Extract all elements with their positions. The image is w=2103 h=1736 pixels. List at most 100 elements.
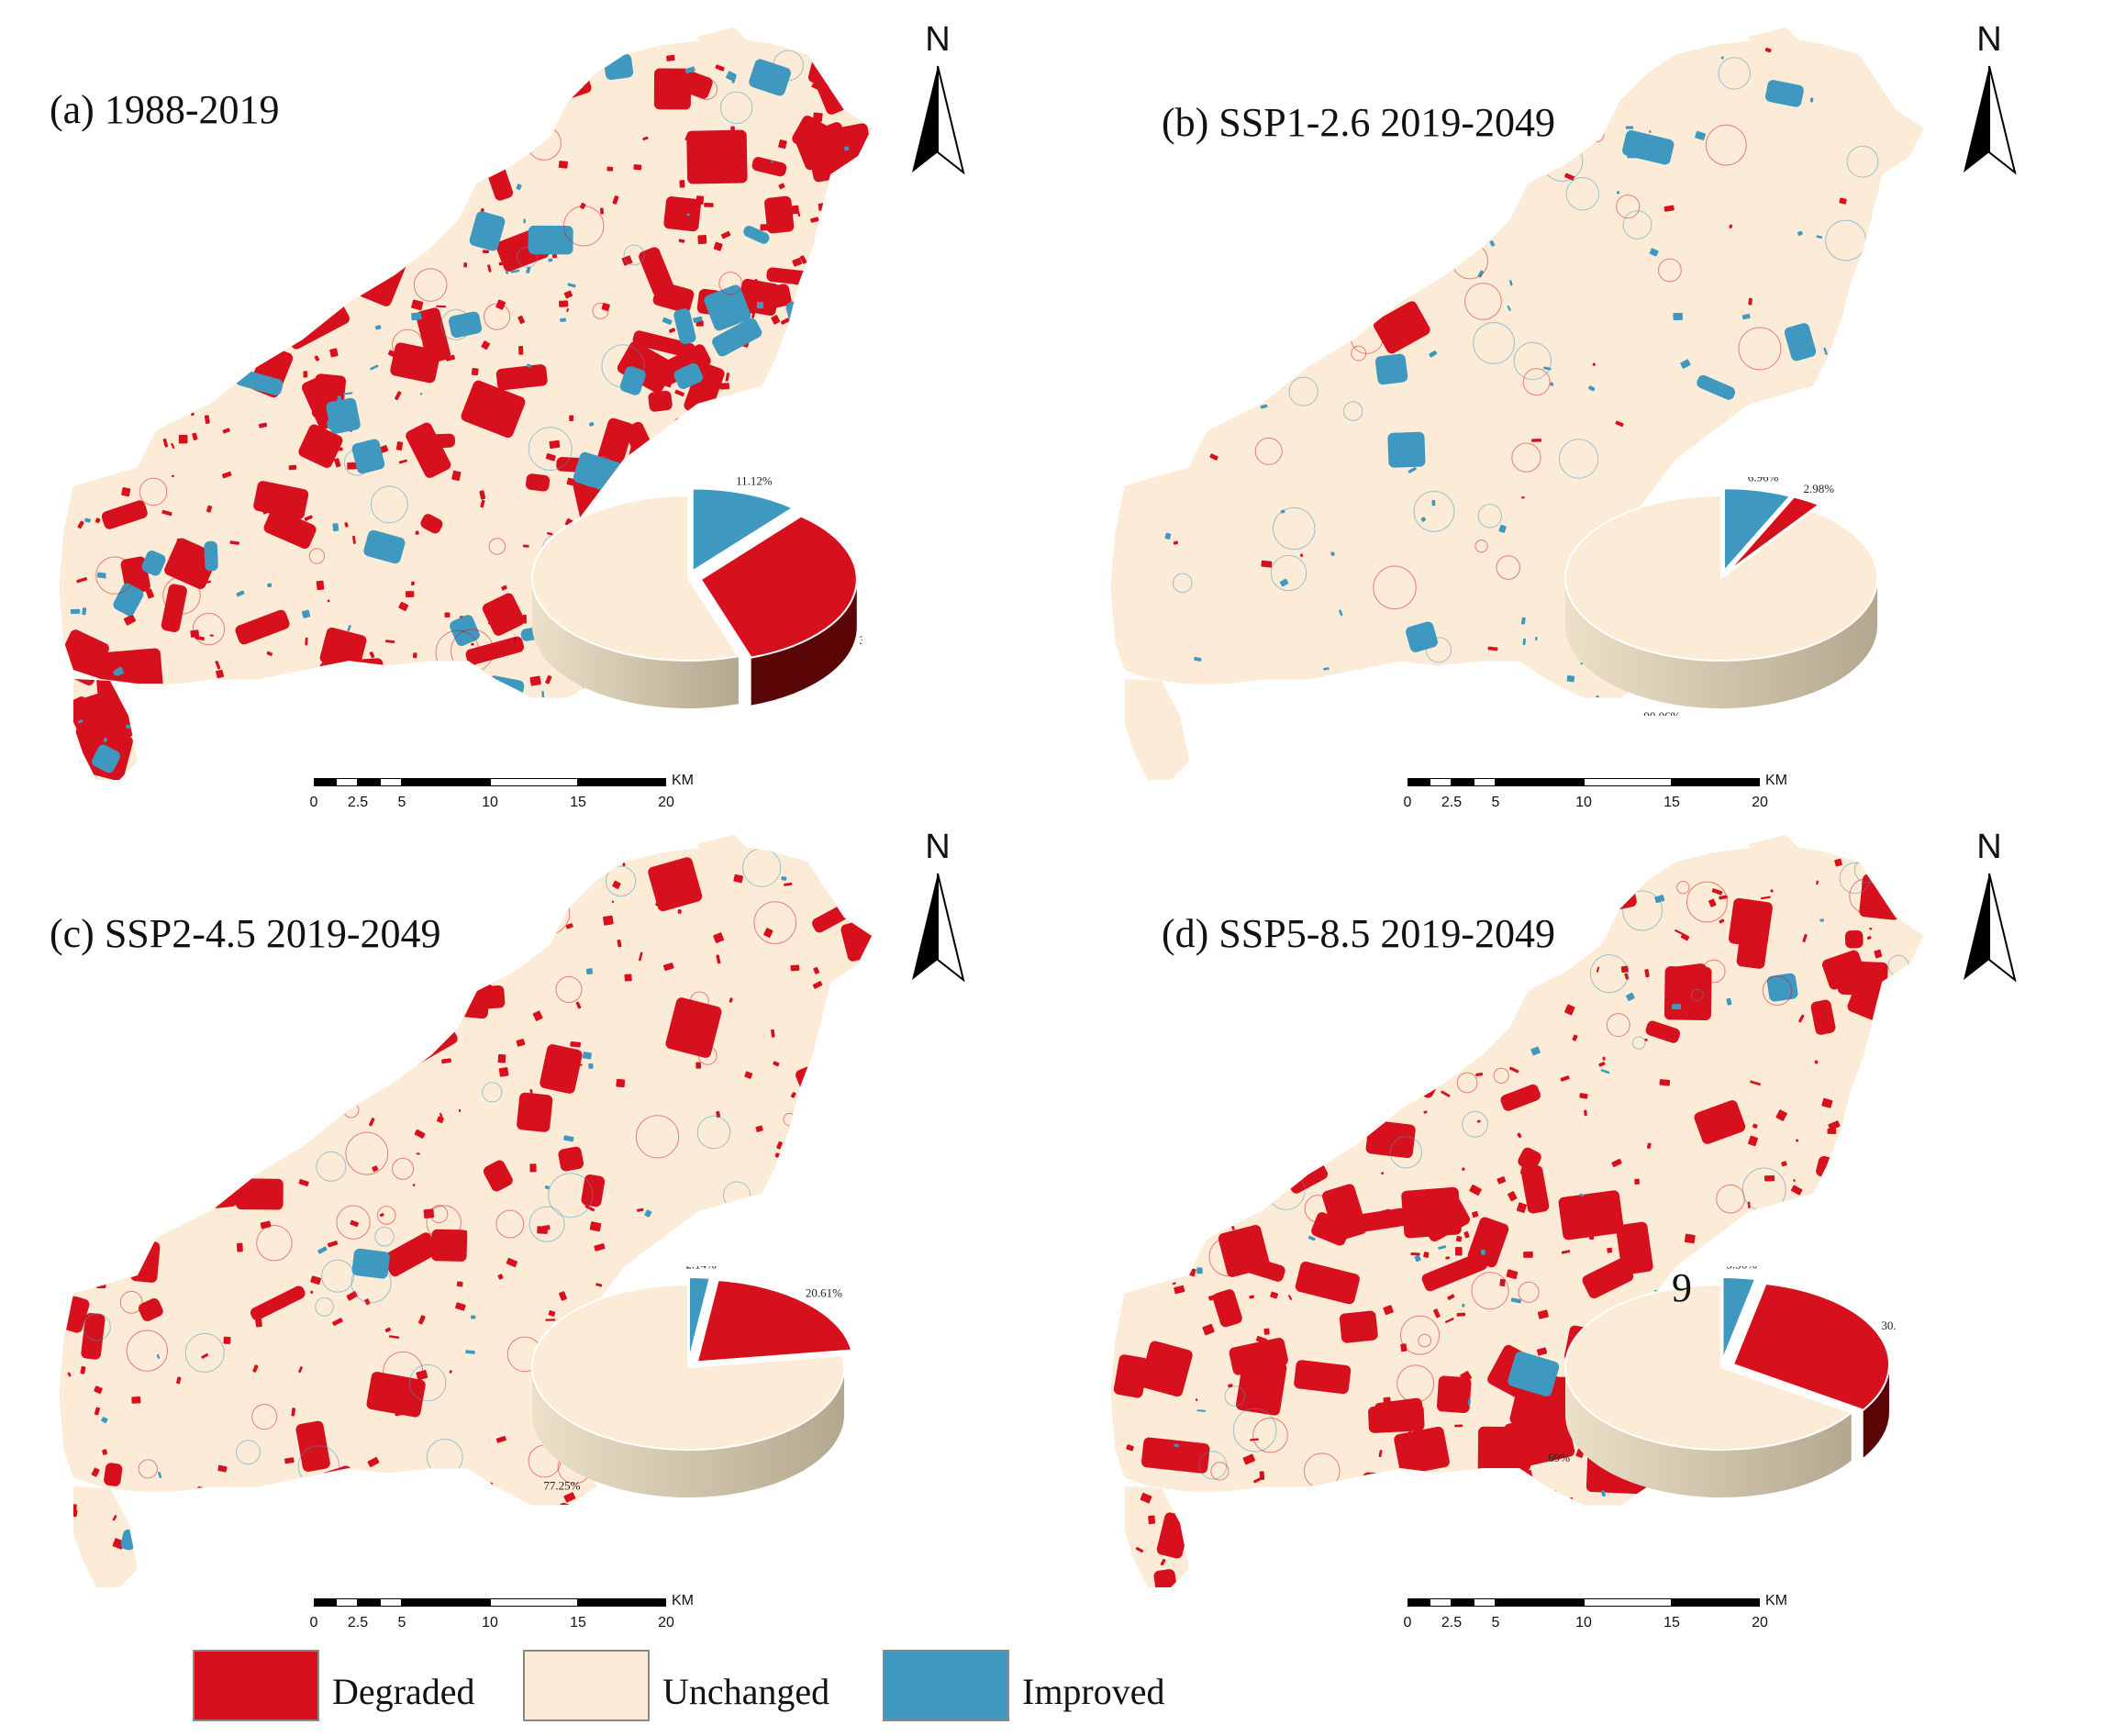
pie-label-degraded: 20.61% <box>806 1285 842 1299</box>
pie-label-unchanged: 77.25% <box>543 1479 580 1493</box>
scale-segment <box>1430 1598 1452 1607</box>
north-arrow-icon <box>1964 873 2017 982</box>
stray-label: 9 <box>1672 1265 1692 1310</box>
legend-swatch-improved <box>883 1650 1009 1721</box>
pie-slice-degraded <box>1727 495 1821 573</box>
scale-segment <box>1474 1598 1496 1607</box>
scale-unit: KM <box>1765 1593 1787 1608</box>
scale-tick-label: 0 <box>1403 795 1412 810</box>
scale-segment <box>1474 778 1496 786</box>
north-arrow: N <box>901 20 974 176</box>
map-panel-a: (a) 1988-2019 N 11.12% 33.65% 55.23% 0 2.5 5 10 1… <box>0 0 1052 810</box>
north-arrow-icon <box>912 65 965 174</box>
pie-slice-degraded <box>695 1279 853 1363</box>
pie-slice-unchanged <box>531 1283 845 1451</box>
north-arrow: N <box>901 828 974 984</box>
pie-label-unchanged: 65.69% <box>1547 1451 1570 1464</box>
pie-side-unchanged <box>532 1367 844 1497</box>
scale-tick-label: 2.5 <box>347 795 369 810</box>
scale-segment <box>358 1598 380 1607</box>
scale-tick-label: 0 <box>309 795 318 810</box>
pie-slice-improved <box>1721 1276 1757 1361</box>
pie-slice-unchanged <box>1564 494 1878 662</box>
scale-tick-label: 20 <box>658 795 674 810</box>
pie-side-degraded <box>1863 1363 1889 1458</box>
scale-tick-label: 10 <box>1575 1615 1592 1630</box>
north-label: N <box>1976 20 2002 59</box>
scale-bar: 0 2.5 5 10 15 20 KM <box>310 773 699 833</box>
map-panel-d: (d) SSP5-8.5 2019-2049 N 3.36% 30.95% 65.69%… <box>1052 807 2103 1630</box>
scale-segment <box>1496 1598 1584 1607</box>
pie-slice-improved <box>691 487 796 573</box>
scale-tick-label: 5 <box>397 1615 406 1630</box>
map-panel-c: (c) SSP2-4.5 2019-2049 N 2.14% 20.61% 77.25%… <box>0 807 1052 1630</box>
north-arrow: N <box>1953 828 2026 984</box>
scale-segment <box>1452 1598 1474 1607</box>
scale-segment <box>490 1598 578 1607</box>
scale-bar: 0 2.5 5 10 15 20 KM <box>310 1593 699 1653</box>
pie-slice-degraded <box>699 515 858 659</box>
pie-slice-degraded <box>1731 1282 1890 1411</box>
scale-segment <box>402 778 490 786</box>
pie-label-unchanged: 55.23% <box>514 631 517 645</box>
scale-tick-label: 0 <box>309 1615 318 1630</box>
scale-segment <box>1672 778 1760 786</box>
scale-segment <box>358 778 380 786</box>
scale-segment <box>1584 1598 1672 1607</box>
legend-label-unchanged: Unchanged <box>662 1671 830 1712</box>
pie-slice-improved <box>1723 487 1792 573</box>
legend-swatch-degraded <box>193 1650 319 1721</box>
scale-tick-label: 5 <box>1491 795 1500 810</box>
scale-tick-label: 15 <box>570 795 586 810</box>
scale-tick-label: 2.5 <box>1441 1615 1463 1630</box>
scale-tick-label: 20 <box>1752 1615 1768 1630</box>
panel-title: (a) 1988-2019 <box>50 87 280 132</box>
scale-segment <box>490 778 578 786</box>
pie-slice-improved <box>687 1276 711 1361</box>
scale-unit: KM <box>1765 773 1787 788</box>
pie-label-unchanged: 90.06% <box>1643 709 1680 716</box>
scale-segment <box>380 1598 402 1607</box>
legend-swatch-unchanged <box>523 1650 650 1721</box>
north-label: N <box>925 828 951 866</box>
scale-segment <box>1408 778 1430 786</box>
scale-segment <box>336 1598 358 1607</box>
scale-tick-label: 20 <box>1752 795 1768 810</box>
north-label: N <box>1976 828 2002 866</box>
scale-segment <box>1496 778 1584 786</box>
scale-segment <box>578 778 666 786</box>
pie-label-degraded: 2.98% <box>1804 482 1835 495</box>
scale-tick-label: 10 <box>1575 795 1592 810</box>
pie-chart: 3.36% 30.95% 65.69% <box>1547 1266 1896 1497</box>
scale-segment <box>380 778 402 786</box>
legend-label-degraded: Degraded <box>332 1671 475 1712</box>
legend-label-improved: Improved <box>1022 1671 1165 1712</box>
scale-segment <box>314 1598 336 1607</box>
scale-tick-label: 5 <box>397 795 406 810</box>
pie-label-improved: 2.14% <box>685 1266 717 1271</box>
north-label: N <box>925 20 951 59</box>
pie-label-improved: 11.12% <box>736 477 773 488</box>
region-map <box>59 28 873 780</box>
scale-segment <box>1452 778 1474 786</box>
pie-chart: 2.14% 20.61% 77.25% <box>531 1266 853 1497</box>
pie-slice-unchanged <box>531 494 740 662</box>
scale-tick-label: 20 <box>658 1615 674 1630</box>
pie-side-unchanged <box>1565 578 1877 708</box>
legend: Degraded Unchanged Improved <box>193 1650 1294 1723</box>
scale-segment <box>336 778 358 786</box>
scale-tick-label: 2.5 <box>347 1615 369 1630</box>
scale-segment <box>314 778 336 786</box>
map-panel-b: (b) SSP1-2.6 2019-2049 N 6.96% 2.98% 90.06% 0… <box>1052 0 2103 810</box>
scale-segment <box>1584 778 1672 786</box>
panel-title: (b) SSP1-2.6 2019-2049 <box>1162 100 1556 145</box>
panel-title: (c) SSP2-4.5 2019-2049 <box>50 911 441 956</box>
scale-tick-label: 15 <box>1663 795 1680 810</box>
pie-chart: 6.96% 2.98% 90.06% <box>1564 477 1878 716</box>
scale-segment <box>578 1598 666 1607</box>
pie-slice-unchanged <box>1564 1283 1853 1451</box>
pie-label-degraded: 33.65% <box>859 633 862 647</box>
region-map <box>59 835 873 1587</box>
scale-segment <box>402 1598 490 1607</box>
pie-side-unchanged <box>1565 1367 1852 1497</box>
